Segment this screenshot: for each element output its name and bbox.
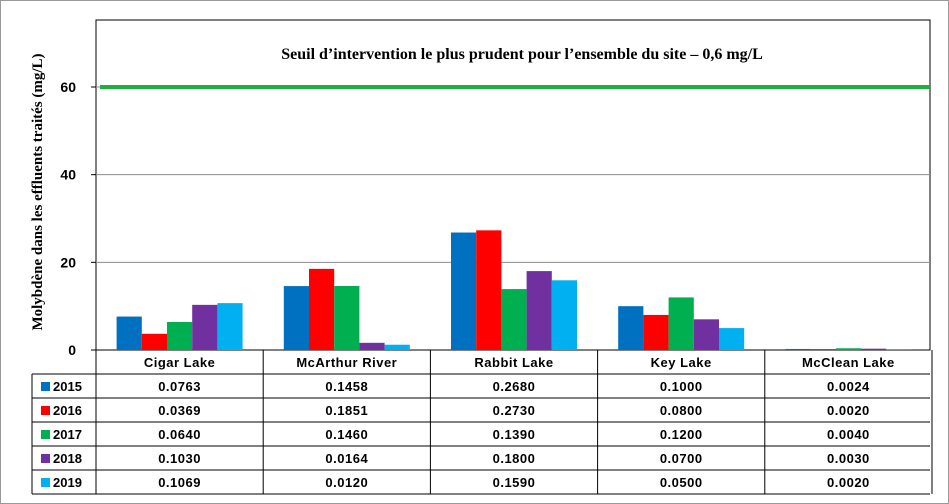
data-label: 0.0763: [158, 379, 201, 394]
data-label: 0.1800: [493, 451, 536, 466]
data-label: 0.1200: [660, 427, 703, 442]
category-label: McClean Lake: [802, 355, 895, 370]
bar-2015: [618, 306, 644, 350]
legend-swatch-2016: [41, 406, 50, 415]
bar-2018: [192, 304, 218, 350]
data-label: 0.0024: [827, 379, 870, 394]
data-label: 0.0020: [827, 475, 870, 490]
bar-2016: [141, 333, 167, 350]
data-label: 0.1390: [493, 427, 536, 442]
bar-2015: [116, 316, 142, 350]
data-label: 0.1458: [325, 379, 368, 394]
legend-label: 2017: [53, 427, 82, 442]
data-label: 0.1000: [660, 379, 703, 394]
data-label: 0.0020: [827, 403, 870, 418]
data-label: 0.0030: [827, 451, 870, 466]
legend-label: 2018: [53, 451, 82, 466]
legend-label: 2016: [53, 403, 82, 418]
bar-2018: [359, 342, 385, 350]
legend-swatch-2019: [41, 478, 50, 487]
data-label: 0.0040: [827, 427, 870, 442]
data-label: 0.0500: [660, 475, 703, 490]
bar-2016: [476, 230, 502, 350]
data-label: 0.0369: [158, 403, 201, 418]
legend-swatch-2017: [41, 430, 50, 439]
bar-2016: [643, 314, 669, 350]
bar-2019: [551, 280, 577, 350]
legend-label: 2019: [53, 475, 82, 490]
data-label: 0.2730: [493, 403, 536, 418]
bar-2015: [785, 348, 811, 350]
y-tick-label: 0: [68, 342, 76, 358]
category-label: Rabbit Lake: [474, 355, 553, 370]
bar-2019: [719, 328, 745, 350]
bar-2016: [810, 349, 836, 350]
y-axis-label: Molybdène dans les effluents traités (mg…: [30, 53, 46, 330]
chart-title: Seuil d’intervention le plus prudent pou…: [281, 46, 763, 63]
bar-2017: [835, 348, 861, 350]
category-label: McArthur River: [296, 355, 397, 370]
legend-swatch-2015: [41, 382, 50, 391]
y-tick-label: 20: [60, 254, 76, 270]
category-label: Key Lake: [651, 355, 712, 370]
y-tick-label: 60: [60, 79, 76, 95]
data-label: 0.0120: [325, 475, 368, 490]
data-label: 0.1030: [158, 451, 201, 466]
bar-2018: [526, 271, 552, 350]
bar-2015: [451, 232, 477, 350]
data-label: 0.0164: [325, 451, 368, 466]
y-tick-label: 40: [60, 167, 76, 183]
bar-2017: [668, 297, 694, 350]
data-label: 0.1460: [325, 427, 368, 442]
bar-2018: [693, 319, 719, 350]
data-label: 0.1590: [493, 475, 536, 490]
bar-2019: [886, 349, 912, 350]
data-label: 0.2680: [493, 379, 536, 394]
legend-swatch-2018: [41, 454, 50, 463]
data-label: 0.0800: [660, 403, 703, 418]
bar-2018: [861, 348, 887, 350]
legend-label: 2015: [53, 379, 82, 394]
bar-2017: [501, 289, 527, 350]
data-label: 0.1851: [325, 403, 368, 418]
bar-2017: [334, 286, 360, 350]
bar-2016: [309, 268, 335, 350]
category-label: Cigar Lake: [144, 355, 215, 370]
bar-2015: [283, 286, 309, 350]
bar-2017: [167, 321, 193, 350]
bar-2019: [384, 344, 410, 350]
data-label: 0.0700: [660, 451, 703, 466]
data-label: 0.0640: [158, 427, 201, 442]
bar-2019: [217, 303, 243, 350]
data-label: 0.1069: [158, 475, 201, 490]
